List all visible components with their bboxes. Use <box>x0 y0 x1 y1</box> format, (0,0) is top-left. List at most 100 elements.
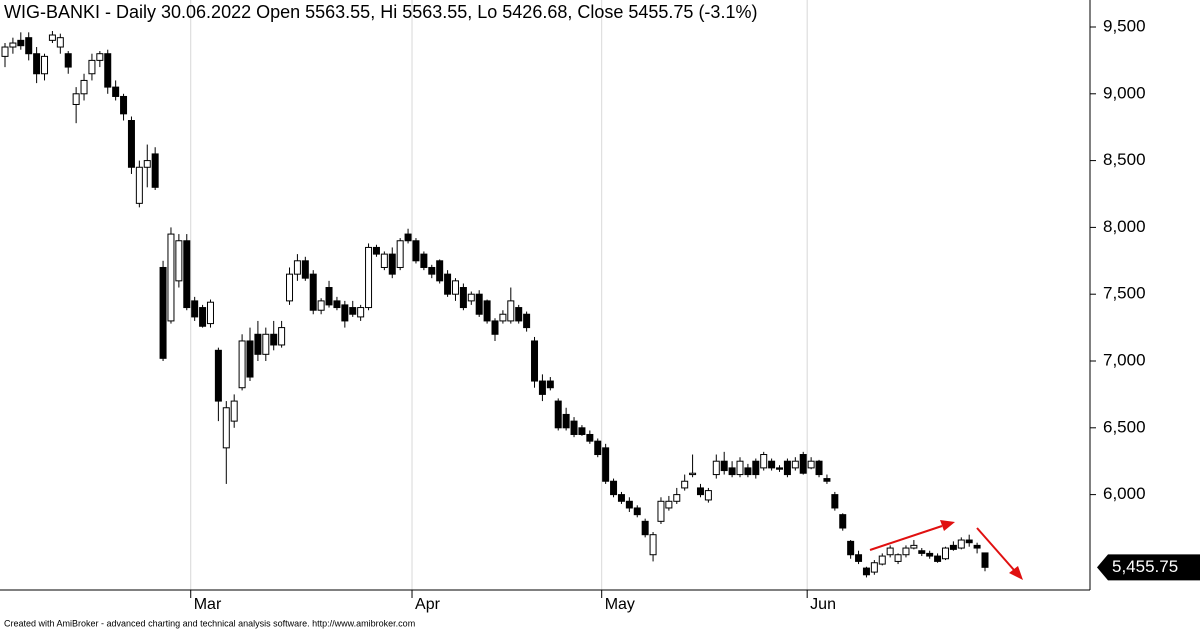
candle-body <box>72 93 80 105</box>
candle-body <box>56 37 64 48</box>
candle-body <box>25 37 33 55</box>
candle-body <box>641 520 649 536</box>
candle-body <box>886 547 894 556</box>
candle-body <box>807 460 815 469</box>
candle-body <box>617 494 625 502</box>
candle-body <box>791 460 799 469</box>
candle-body <box>728 467 736 476</box>
candle-body <box>286 273 294 302</box>
candle-body <box>444 273 452 295</box>
candle-body <box>112 86 120 97</box>
annotation-arrows <box>869 520 1023 580</box>
candle-body <box>143 160 151 168</box>
candle-body <box>862 567 870 576</box>
candle-body <box>9 42 17 48</box>
candle-body <box>981 552 989 568</box>
candle-body <box>562 413 570 429</box>
candle-body <box>183 240 191 309</box>
candle-body <box>918 550 926 554</box>
chart-title: WIG-BANKI - Daily 30.06.2022 Open 5563.5… <box>4 2 757 22</box>
candle-body <box>151 153 159 188</box>
candle-body <box>309 273 317 311</box>
candle-body <box>515 307 523 322</box>
candle-body <box>570 420 578 435</box>
candle-body <box>768 460 776 469</box>
candle-body <box>823 478 831 482</box>
candle-body <box>341 304 349 322</box>
candle-body <box>949 544 957 550</box>
y-tick-label: 7,000 <box>1103 350 1146 369</box>
candle-body <box>934 555 942 562</box>
candle-body <box>412 240 420 262</box>
candle-body <box>214 349 222 402</box>
candle-body <box>1 46 9 57</box>
candle-body <box>649 534 657 556</box>
candle-body <box>720 460 728 472</box>
candle-body <box>17 39 25 47</box>
candle-body <box>191 300 199 318</box>
candle-body <box>926 552 934 557</box>
candle-body <box>491 320 499 335</box>
candle-body <box>167 233 175 322</box>
candle-body <box>33 53 41 75</box>
candles <box>1 30 989 578</box>
candle-body <box>910 544 918 549</box>
candle-body <box>222 407 230 449</box>
y-tick-label: 6,000 <box>1103 484 1146 503</box>
candle-body <box>815 460 823 476</box>
candle-body <box>554 400 562 429</box>
y-tick-label: 8,000 <box>1103 217 1146 236</box>
candle-body <box>175 240 183 282</box>
candle-body <box>230 400 238 422</box>
candle-body <box>238 340 246 389</box>
x-tick-label: Apr <box>415 596 441 613</box>
candle-body <box>546 380 554 389</box>
candle-body <box>420 253 428 268</box>
x-tick-label: Mar <box>194 596 222 613</box>
arrow-down <box>976 527 1015 571</box>
candle-body <box>459 287 467 309</box>
candle-body <box>278 327 286 346</box>
candle-body <box>357 307 365 318</box>
candle-body <box>451 280 459 295</box>
y-tick-label: 6,500 <box>1103 417 1146 436</box>
candle-body <box>973 544 981 549</box>
candle-body <box>475 293 483 315</box>
candle-body <box>127 120 135 168</box>
y-tick-label: 8,500 <box>1103 150 1146 169</box>
y-tick-label: 9,000 <box>1103 83 1146 102</box>
candle-body <box>135 166 143 204</box>
candle-body <box>48 34 56 41</box>
candle-body <box>941 547 949 560</box>
candle-body <box>388 253 396 275</box>
candle-body <box>847 540 855 556</box>
candle-body <box>839 514 847 529</box>
candle-body <box>878 555 886 565</box>
candle-body <box>602 447 610 482</box>
candle-body <box>633 507 641 516</box>
arrow-head <box>1009 566 1023 580</box>
candle-body <box>783 460 791 476</box>
y-tick-label: 9,500 <box>1103 16 1146 35</box>
candle-body <box>301 260 309 279</box>
candle-body <box>760 454 768 469</box>
candle-body <box>349 307 357 315</box>
candle-body <box>594 440 602 456</box>
candle-body <box>681 480 689 489</box>
candle-body <box>262 333 270 355</box>
candle-body <box>855 554 863 562</box>
candle-body <box>270 333 278 346</box>
candle-body <box>325 287 333 306</box>
candle-body <box>246 340 254 378</box>
candle-body <box>696 487 704 496</box>
grid <box>190 0 808 590</box>
candle-body <box>578 427 586 435</box>
x-tick-label: Jun <box>810 596 836 613</box>
arrow-up <box>869 525 943 551</box>
candle-body <box>712 460 720 476</box>
candle-body <box>436 260 444 282</box>
candle-body <box>317 300 325 311</box>
candle-body <box>965 539 973 544</box>
candle-body <box>428 266 436 275</box>
candle-body <box>523 313 531 329</box>
